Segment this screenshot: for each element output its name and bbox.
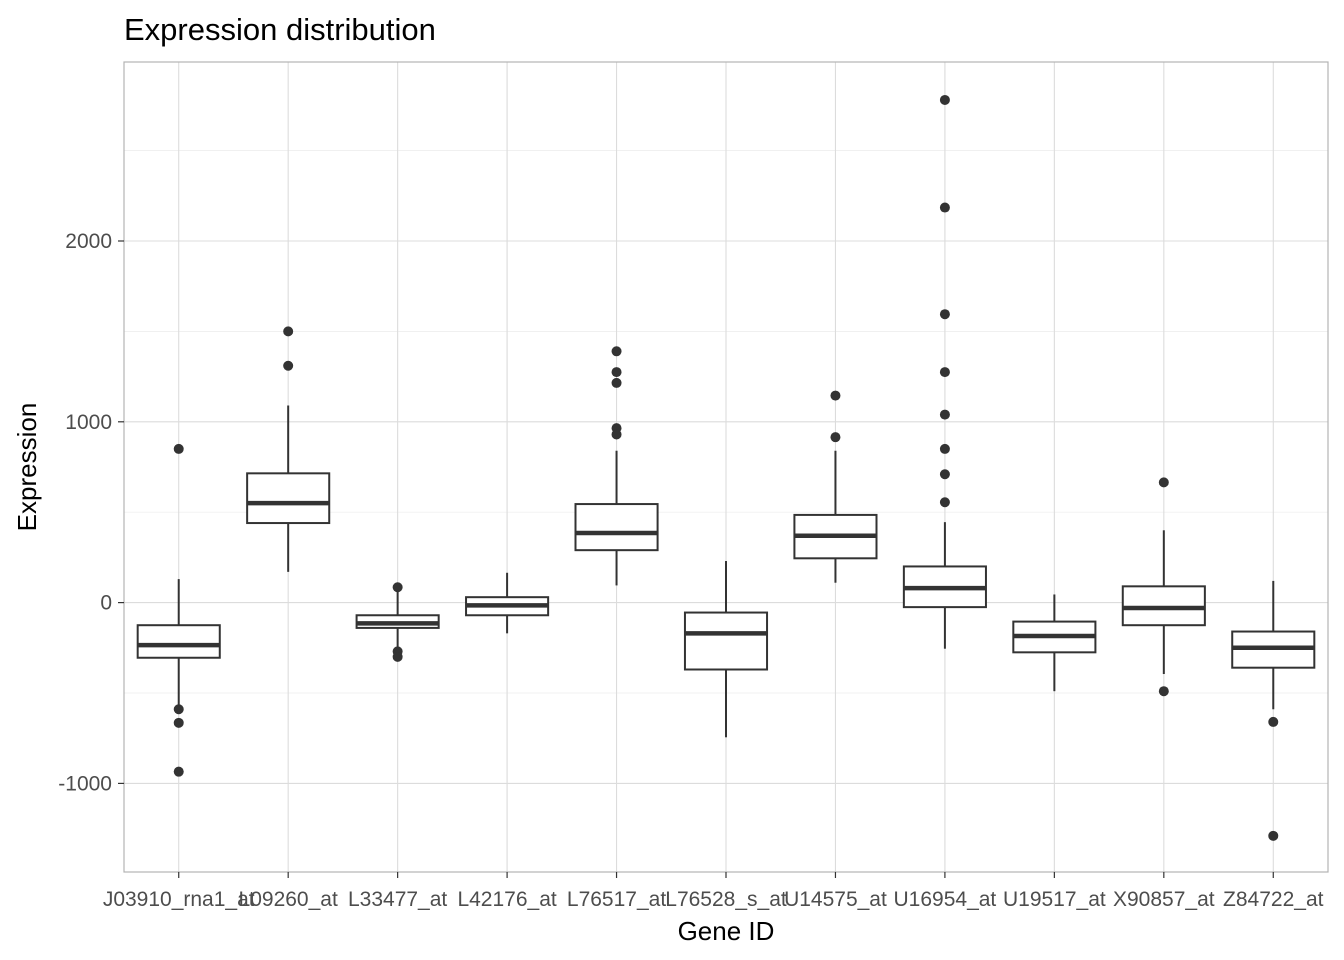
- outlier-point: [830, 432, 841, 443]
- box-Z84722_at: [1231, 580, 1316, 841]
- outlier-point: [611, 346, 622, 357]
- outlier-point: [611, 377, 622, 388]
- outlier-point: [939, 309, 950, 320]
- y-axis: -1000 0 1000 2000: [58, 230, 124, 795]
- box-U14575_at: [793, 390, 878, 583]
- outlier-point: [830, 390, 841, 401]
- x-tick-label: U19517_at: [1003, 888, 1106, 911]
- outlier-point: [611, 429, 622, 440]
- box-X90857_at: [1121, 477, 1206, 697]
- outlier-point: [392, 582, 403, 593]
- x-tick-label: U14575_at: [784, 888, 887, 911]
- outlier-point: [939, 409, 950, 420]
- box-L33477_at: [355, 582, 440, 662]
- x-tick-label: U16954_at: [894, 888, 997, 911]
- iqr-box: [136, 624, 221, 659]
- x-tick-label: L33477_at: [348, 888, 447, 911]
- outlier-point: [939, 469, 950, 480]
- box-U16954_at: [902, 94, 987, 649]
- outlier-point: [392, 651, 403, 662]
- x-tick-label: J03910_rna1_at: [103, 888, 255, 911]
- outlier-point: [283, 326, 294, 337]
- box-L76517_at: [574, 346, 659, 586]
- iqr-box: [683, 611, 769, 671]
- outlier-point: [283, 360, 294, 371]
- y-tick-label: 1000: [65, 411, 112, 434]
- grid-lines: [124, 62, 1328, 872]
- x-tick-label: L76528_s_at: [665, 888, 787, 911]
- outlier-point: [939, 94, 950, 105]
- outlier-point: [173, 766, 184, 777]
- box-L42176_at: [465, 572, 550, 634]
- iqr-box: [1121, 585, 1206, 627]
- box-L76528_s_at: [683, 561, 769, 738]
- outlier-point: [173, 704, 184, 715]
- box-U19517_at: [1012, 594, 1097, 692]
- outlier-point: [939, 497, 950, 508]
- outlier-point: [1268, 830, 1279, 841]
- outlier-point: [173, 443, 184, 454]
- y-tick-label: 0: [100, 592, 112, 615]
- outlier-point: [1268, 716, 1279, 727]
- outlier-point: [939, 443, 950, 454]
- x-tick-label: L09260_at: [239, 888, 338, 911]
- y-tick-label: -1000: [58, 772, 112, 795]
- outlier-point: [611, 367, 622, 378]
- chart-title: Expression distribution: [124, 12, 436, 47]
- x-tick-label: X90857_at: [1113, 888, 1215, 911]
- x-tick-label: Z84722_at: [1223, 888, 1324, 911]
- iqr-box: [574, 503, 659, 552]
- x-tick-label: L42176_at: [457, 888, 556, 911]
- outlier-point: [939, 202, 950, 213]
- outlier-point: [1158, 477, 1169, 488]
- boxes-layer: [136, 94, 1316, 841]
- x-axis-title: Gene ID: [678, 916, 775, 946]
- iqr-box: [246, 472, 331, 525]
- outlier-point: [173, 717, 184, 728]
- x-tick-label: L76517_at: [567, 888, 666, 911]
- box-J03910_rna1_at: [136, 443, 221, 777]
- outlier-point: [939, 367, 950, 378]
- outlier-point: [1158, 686, 1169, 697]
- y-axis-title: Expression: [12, 403, 42, 532]
- y-tick-label: 2000: [65, 230, 112, 253]
- box-L09260_at: [246, 326, 331, 572]
